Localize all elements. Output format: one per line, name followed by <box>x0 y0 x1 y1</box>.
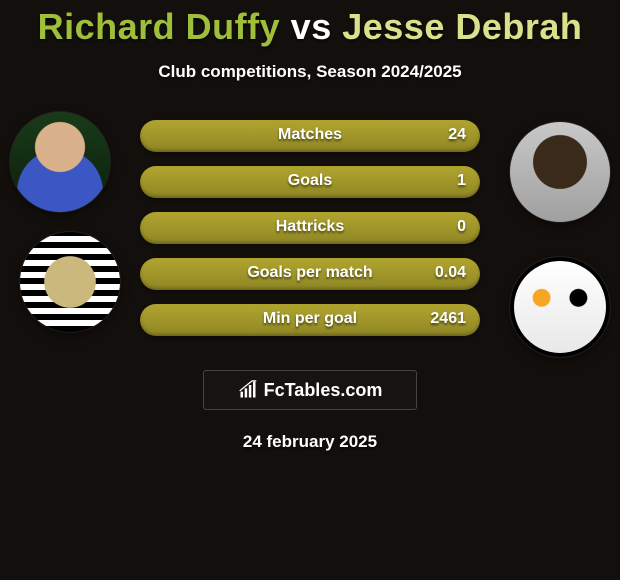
stat-label: Min per goal <box>140 310 480 328</box>
comparison-stage: Matches 24 Goals 1 Hattricks 0 Goals per… <box>0 112 620 352</box>
bar-chart-icon <box>238 380 258 400</box>
stat-value: 0.04 <box>435 264 466 282</box>
player1-club-badge <box>20 232 120 332</box>
stat-bars: Matches 24 Goals 1 Hattricks 0 Goals per… <box>140 120 480 350</box>
player2-club-badge <box>510 257 610 357</box>
stat-row: Min per goal 2461 <box>140 304 480 336</box>
brand-box[interactable]: FcTables.com <box>203 370 417 410</box>
stat-value: 2461 <box>430 310 466 328</box>
stat-row: Hattricks 0 <box>140 212 480 244</box>
player1-name: Richard Duffy <box>38 6 281 47</box>
stat-row: Goals per match 0.04 <box>140 258 480 290</box>
vs-text: vs <box>291 6 332 47</box>
stat-row: Matches 24 <box>140 120 480 152</box>
comparison-headline: Richard Duffy vs Jesse Debrah <box>0 0 620 48</box>
player2-avatar <box>510 122 610 222</box>
stat-value: 0 <box>457 218 466 236</box>
stat-value: 24 <box>448 126 466 144</box>
stat-label: Goals per match <box>140 264 480 282</box>
stat-value: 1 <box>457 172 466 190</box>
stat-label: Goals <box>140 172 480 190</box>
stat-label: Hattricks <box>140 218 480 236</box>
date-text: 24 february 2025 <box>0 432 620 452</box>
subheading: Club competitions, Season 2024/2025 <box>0 62 620 82</box>
brand-text: FcTables.com <box>264 380 383 401</box>
stat-label: Matches <box>140 126 480 144</box>
player1-avatar <box>10 112 110 212</box>
stat-row: Goals 1 <box>140 166 480 198</box>
player2-name: Jesse Debrah <box>342 6 582 47</box>
